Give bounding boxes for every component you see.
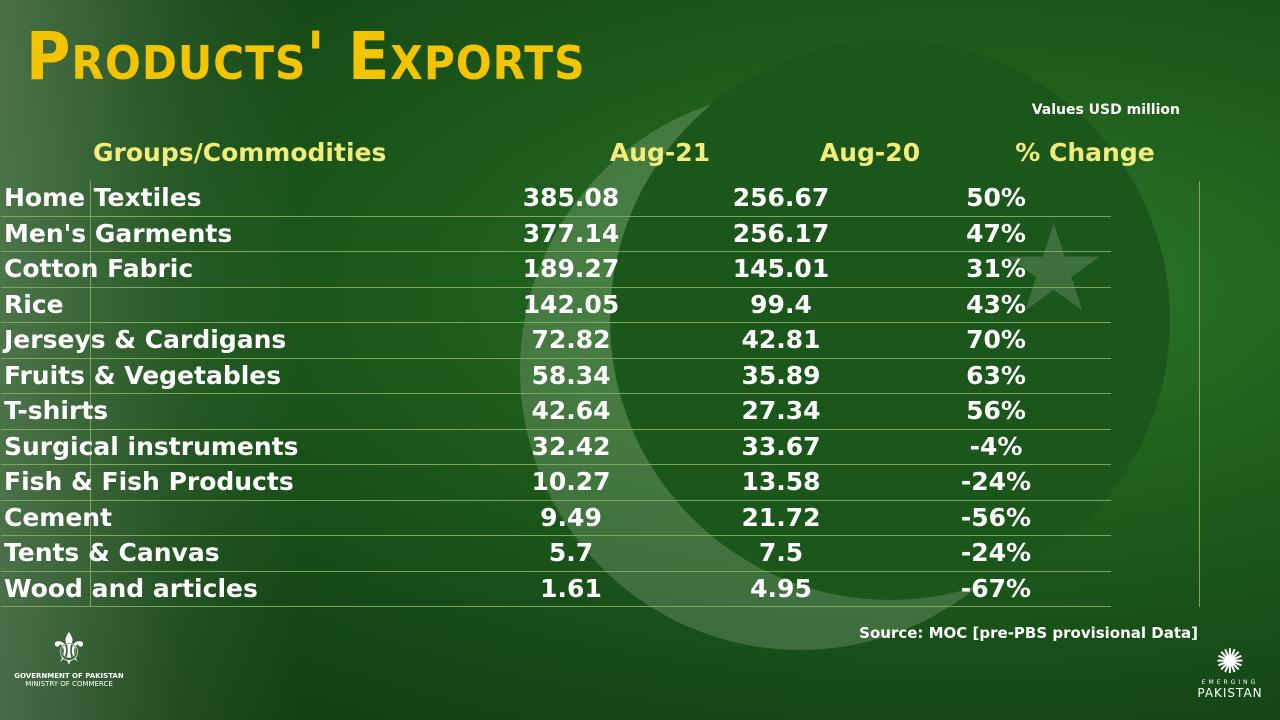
table-row: Men's Garments 377.14 256.17 47% [1,217,1111,252]
header-aug20: Aug-20 [819,138,921,167]
cell-change: 50% [966,183,1026,212]
cell-aug20: 256.17 [732,218,830,248]
cell-change: 56% [966,396,1026,425]
cell-commodity: Cotton Fabric [4,254,194,283]
logo-text-government: GOVERNMENT OF PAKISTAN [14,672,124,680]
table-row: Jerseys & Cardigans 72.82 42.81 70% [1,323,1111,359]
cell-aug20: 7.5 [758,538,804,567]
table-row: Tents & Canvas 5.7 7.5 -24% [1,536,1111,572]
exports-table: Home Textiles 385.08 256.67 50% Men's Garmen… [1,181,1200,607]
background-crescent-cut [610,40,1170,600]
cell-change: 47% [966,218,1026,248]
header-aug21: Aug-21 [609,138,711,167]
cell-aug20: 256.67 [732,183,830,212]
cell-aug21: 377.14 [522,218,620,248]
cell-change: 63% [966,360,1026,390]
cell-commodity: Fruits & Vegetables [4,360,282,390]
emerging-pakistan-logo: ✺ EMERGING PAKISTAN [1195,645,1265,700]
table-row: T-shirts 42.64 27.34 56% [1,394,1111,430]
emerging-pakistan-icon: ✺ [1215,642,1245,682]
cell-change: -24% [960,538,1032,567]
logo-text-pakistan: PAKISTAN [1197,686,1263,700]
table-row: Surgical instruments 32.42 33.67 -4% [1,430,1111,465]
cell-aug20: 145.01 [732,254,830,283]
cell-change: -67% [960,573,1032,603]
cell-aug21: 142.05 [522,289,620,319]
cell-aug20: 33.67 [741,431,821,461]
logo-text-ministry: MINISTRY OF COMMERCE [25,680,113,688]
background-star-icon: ★ [1000,200,1108,339]
cell-change: 70% [966,325,1026,354]
cell-change: 31% [966,254,1026,283]
cell-aug20: 21.72 [741,502,821,532]
background-flag-hoist [0,0,300,720]
cell-aug20: 27.34 [741,396,821,425]
cell-aug21: 9.49 [540,502,602,532]
state-emblem-icon: ⚜ [49,624,89,675]
table-row: Cement 9.49 21.72 -56% [1,501,1111,536]
header-change: % Change [1015,138,1155,167]
cell-commodity: Tents & Canvas [4,538,220,567]
cell-aug21: 1.61 [540,573,602,603]
cell-commodity: Wood and articles [4,573,258,603]
cell-aug21: 5.7 [548,538,594,567]
cell-aug21: 385.08 [522,183,620,212]
cell-aug20: 35.89 [741,360,821,390]
cell-commodity: Surgical instruments [4,431,299,461]
cell-aug20: 42.81 [741,325,821,354]
table-row: Fish & Fish Products 10.27 13.58 -24% [1,465,1111,501]
cell-commodity: Rice [4,289,64,319]
cell-change: 43% [966,289,1026,319]
source-note: Source: MOC [pre-PBS provisional Data] [859,624,1198,642]
table-row: Wood and articles 1.61 4.95 -67% [1,572,1111,607]
cell-aug21: 58.34 [531,360,611,390]
cell-aug20: 13.58 [741,467,821,496]
cell-commodity: Jerseys & Cardigans [4,325,287,354]
cell-change: -56% [960,502,1032,532]
table-row: Cotton Fabric 189.27 145.01 31% [1,252,1111,288]
header-commodity: Groups/Commodities [93,138,387,167]
cell-aug21: 189.27 [522,254,620,283]
cell-aug21: 32.42 [531,431,611,461]
cell-commodity: Home Textiles [4,183,202,212]
cell-aug21: 10.27 [531,467,611,496]
cell-aug20: 99.4 [750,289,812,319]
logo-text-emerging: EMERGING [1201,679,1259,686]
cell-commodity: Cement [4,502,113,532]
cell-change: -4% [969,431,1023,461]
government-logo: ⚜ GOVERNMENT OF PAKISTAN MINISTRY OF COM… [14,624,124,689]
table-header: Groups/Commodities Aug-21 Aug-20 % Chang… [0,138,1280,172]
table-row: Home Textiles 385.08 256.67 50% [1,181,1111,217]
table-row: Rice 142.05 99.4 43% [1,288,1111,323]
cell-commodity: Men's Garments [4,218,233,248]
units-note: Values USD million [1031,102,1180,118]
cell-aug21: 42.64 [531,396,611,425]
cell-commodity: T-shirts [4,396,109,425]
cell-aug21: 72.82 [531,325,611,354]
cell-commodity: Fish & Fish Products [4,467,294,496]
table-row: Fruits & Vegetables 58.34 35.89 63% [1,359,1111,394]
cell-aug20: 4.95 [750,573,812,603]
page-title: Products' Exports [26,18,586,95]
cell-change: -24% [960,467,1032,496]
